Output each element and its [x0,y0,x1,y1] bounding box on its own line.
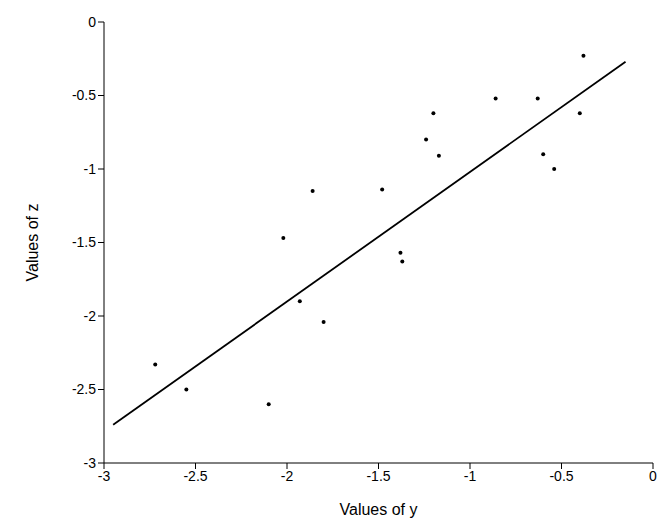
svg-text:-2: -2 [84,308,97,324]
svg-text:0: 0 [88,14,96,30]
svg-text:-2.5: -2.5 [183,468,207,484]
svg-text:-3: -3 [98,468,111,484]
svg-text:-3: -3 [84,455,97,471]
svg-text:Values of y: Values of y [340,501,418,518]
svg-text:-1: -1 [464,468,477,484]
svg-text:Values of z: Values of z [24,204,41,282]
svg-text:-2.5: -2.5 [72,381,96,397]
svg-text:-0.5: -0.5 [72,87,96,103]
svg-text:-1: -1 [84,161,97,177]
svg-text:-0.5: -0.5 [549,468,573,484]
svg-text:0: 0 [649,468,657,484]
svg-text:-2: -2 [281,468,294,484]
svg-text:-1.5: -1.5 [72,234,96,250]
svg-text:-1.5: -1.5 [366,468,390,484]
